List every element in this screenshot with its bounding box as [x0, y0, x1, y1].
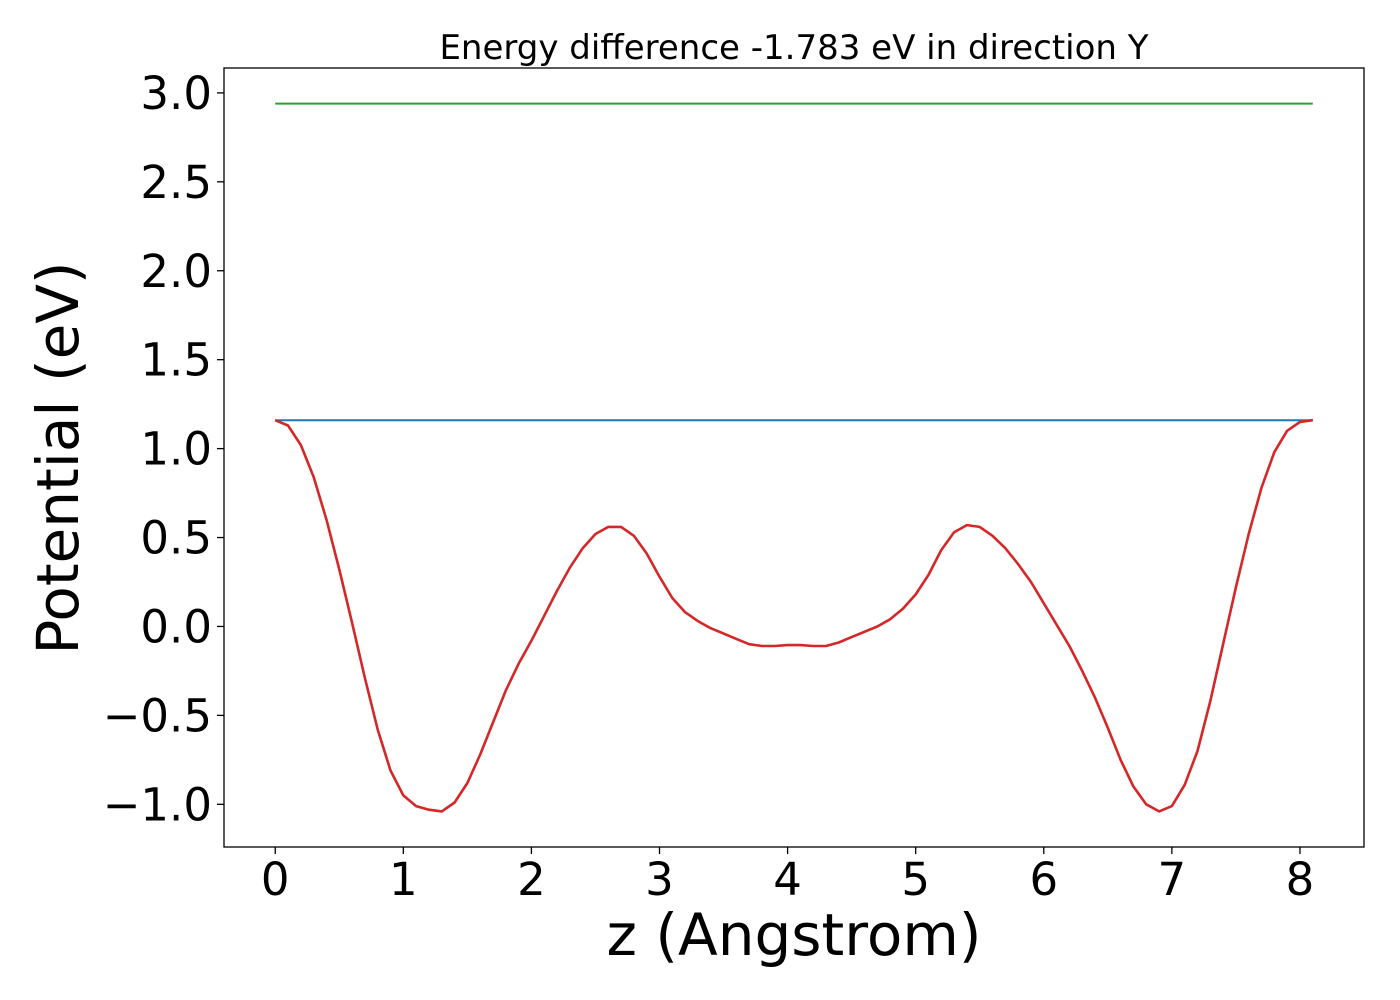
- chart-title: Energy difference -1.783 eV in direction…: [439, 28, 1148, 68]
- series-layer: [274, 102, 1313, 813]
- y-tick-label: 1.0: [140, 423, 212, 476]
- y-tick-label: 0.5: [140, 512, 212, 565]
- x-tick-label: 4: [773, 853, 802, 906]
- x-tick-label: 1: [389, 853, 418, 906]
- x-tick-label: 8: [1286, 853, 1315, 906]
- y-tick-label: 3.0: [140, 67, 212, 120]
- y-tick-label: 2.0: [140, 245, 212, 298]
- x-axis-label: z (Angstrom): [607, 901, 982, 969]
- series-line-3: [274, 418, 1313, 813]
- y-tick-label: −1.0: [103, 778, 212, 831]
- x-tick-label: 0: [261, 853, 290, 906]
- y-axis-label: Potential (eV): [24, 261, 92, 654]
- plot-frame: [223, 67, 1365, 848]
- x-tick-label: 6: [1029, 853, 1058, 906]
- x-tick-label: 3: [645, 853, 674, 906]
- x-tick-label: 7: [1158, 853, 1187, 906]
- tick-layer: 0 1 2 3 4 5 6 7 8 3.0 2.5 2.0 1.5 1.0 0.5 0.0 −0.5 −1.0: [103, 67, 1315, 906]
- y-tick-label: 1.5: [140, 334, 212, 387]
- y-tick-label: 0.0: [140, 600, 212, 653]
- y-tick-label: 2.5: [140, 156, 212, 209]
- y-tick-label: −0.5: [103, 689, 212, 742]
- x-tick-label: 2: [517, 853, 546, 906]
- x-tick-label: 5: [901, 853, 930, 906]
